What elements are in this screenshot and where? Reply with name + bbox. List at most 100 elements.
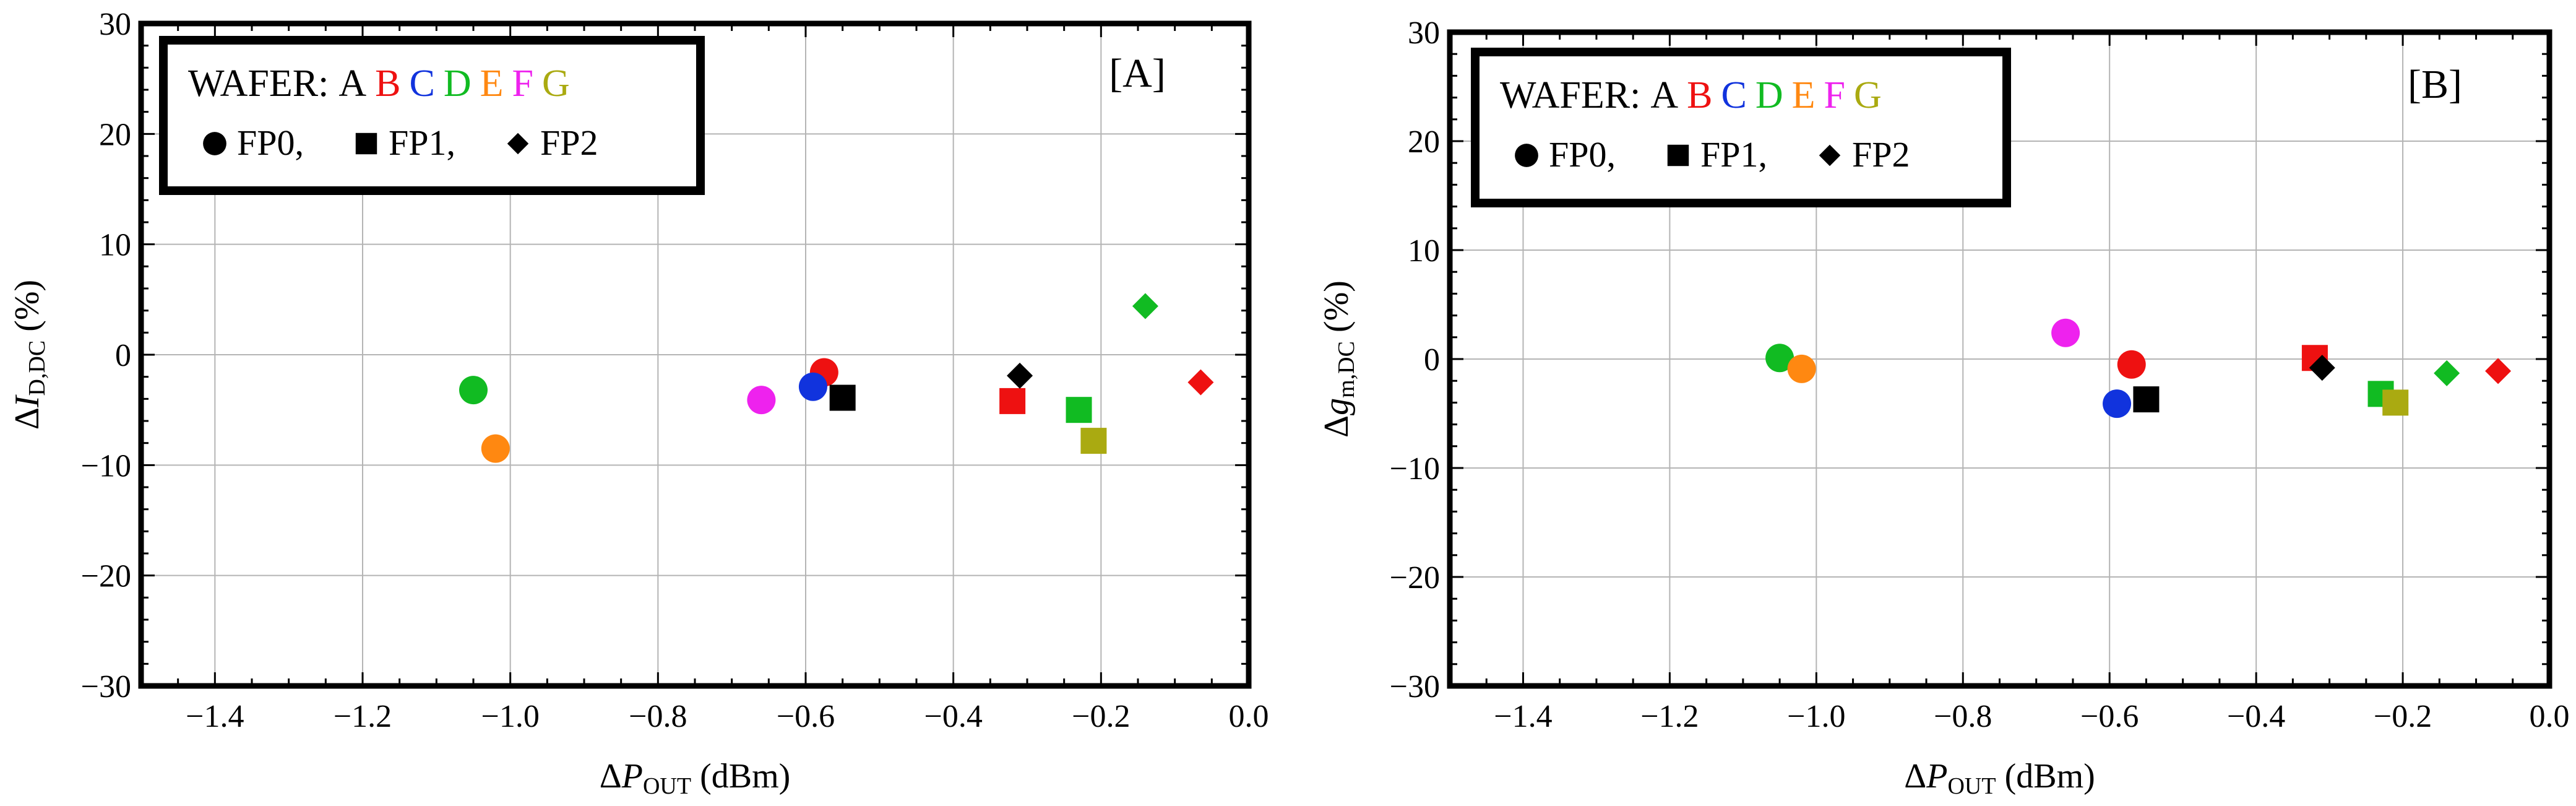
y-tick-label: −20 [81,559,131,594]
data-point-d-fp2 [2434,360,2460,386]
data-points [459,293,1214,463]
panel-label: [A] [1109,51,1166,96]
x-tick-label: −0.8 [1934,699,1992,734]
x-axis-label: ΔPOUT (dBm) [600,757,791,799]
chart-panel-a: −1.4 −1.2 −1.0 −0.8 −0.6 −0.4 −0.2 0.0 −30 −20 −10… [8,7,1269,799]
y-axis-label-unit: (%) [1317,280,1356,341]
legend-wafer-d: D [444,63,472,105]
legend-square-icon [355,132,377,155]
x-axis-label-unit: (dBm) [691,757,790,795]
legend-box [159,36,705,195]
data-point-g-fp1 [1080,428,1107,454]
legend-wafer-b: B [375,63,400,105]
y-axis-label-unit: (%) [8,280,46,340]
legend-wafer-d: D [1755,74,1783,116]
x-tick-label: −0.6 [2080,699,2139,734]
y-tick-label: −30 [81,669,131,704]
y-tick-label: −30 [1390,669,1440,704]
y-axis-label: ΔID,DC (%) [8,280,50,430]
x-tick-label: 0.0 [2530,699,2570,734]
legend-circle-icon [1515,144,1538,167]
y-tick-label: 30 [1408,15,1440,51]
x-tick-label: −1.2 [1640,699,1699,734]
data-point-b-fp2 [1187,369,1214,396]
x-axis-label-sub: OUT [1947,773,1996,799]
x-tick-label: −0.4 [924,699,983,734]
y-axis-label-var: I [8,394,46,408]
legend: WAFER: A B C D E F G FP0, FP1, FP2 [1471,48,2011,207]
legend-wafer-a: A [1650,74,1678,116]
y-axis-label-var: g [1317,398,1356,415]
y-tick-label: −10 [1390,451,1440,487]
data-point-b-fp1 [999,388,1026,414]
y-tick-label: 20 [1408,124,1440,160]
legend-fp-label: FP2 [1852,134,1910,175]
x-tick-label: −1.2 [334,699,392,734]
data-point-e-fp0 [481,434,510,463]
x-axis-label-sub: OUT [643,773,691,799]
data-point-e-fp0 [1787,354,1816,383]
legend-diamond-icon [507,132,529,155]
legend-wafer-e: E [1792,74,1816,116]
data-point-a-fp2 [1007,362,1033,389]
data-point-c-fp0 [2103,389,2132,418]
data-points [1765,318,2512,418]
legend-wafer-prefix: WAFER: [1500,74,1640,116]
legend-wafer-prefix: WAFER: [188,63,329,105]
data-point-d-fp1 [1066,397,1092,423]
legend-wafer-f: F [512,63,533,105]
panel-label: [B] [2408,62,2462,107]
x-tick-label: −1.4 [1494,699,1552,734]
legend-wafer-row: WAFER: A B C D E F G [1500,74,1882,116]
x-axis-label-delta: Δ [1904,757,1926,795]
y-tick-label: 10 [1408,233,1440,269]
y-axis-label-delta: Δ [1317,415,1356,438]
legend-wafer-a: A [338,63,366,105]
legend-wafer-f: F [1824,74,1845,116]
y-tick-label: 0 [1424,342,1440,378]
data-point-d-fp2 [1132,293,1158,319]
data-point-d-fp0 [459,376,488,405]
y-tick-label: −10 [81,448,131,483]
data-point-c-fp0 [798,372,827,401]
y-tick-label: −20 [1390,560,1440,596]
y-axis-label-sub: m,DC [1333,341,1359,398]
x-tick-label: 0.0 [1229,699,1269,734]
legend-fp-label: FP0, [1549,134,1616,175]
data-point-a-fp2 [2309,355,2335,381]
plot-frame [1447,29,2552,689]
legend-circle-icon [203,132,226,155]
legend-square-icon [1667,144,1689,167]
legend-diamond-icon [1819,144,1841,167]
legend-wafer-c: C [1721,74,1747,116]
legend-fp-label: FP2 [540,123,598,163]
x-axis-label-var: P [621,757,643,795]
data-point-b-fp2 [2485,358,2512,384]
legend-wafer-b: B [1687,74,1712,116]
data-point-g-fp1 [2382,389,2409,416]
x-tick-label: −0.2 [1072,699,1130,734]
y-tick-label: 30 [99,7,131,42]
data-point-a-fp1 [829,384,856,411]
legend-wafer-g: G [542,63,570,105]
data-point-f-fp0 [747,386,776,415]
x-tick-label: −0.2 [2374,699,2432,734]
x-axis-label: ΔPOUT (dBm) [1904,757,2095,799]
x-tick-label: −1.4 [186,699,244,734]
y-tick-label: 20 [99,117,131,152]
data-point-f-fp0 [2051,318,2080,347]
legend: WAFER: A B C D E F G FP0, FP1, FP2 [159,36,705,195]
legend-box [1471,48,2011,207]
x-axis-label-var: P [1926,757,1947,795]
legend-fp-label: FP1, [1700,134,1767,175]
x-tick-label: −0.6 [777,699,835,734]
data-point-a-fp1 [2133,386,2160,413]
y-tick-label: 0 [115,338,131,373]
y-tick-label: 10 [99,228,131,263]
x-axis-label-unit: (dBm) [1996,757,2095,795]
data-point-d-fp0 [1765,344,1794,373]
y-axis-label-delta: Δ [8,407,46,430]
legend-fp-label: FP0, [237,123,304,163]
plot-frame [138,20,1252,689]
